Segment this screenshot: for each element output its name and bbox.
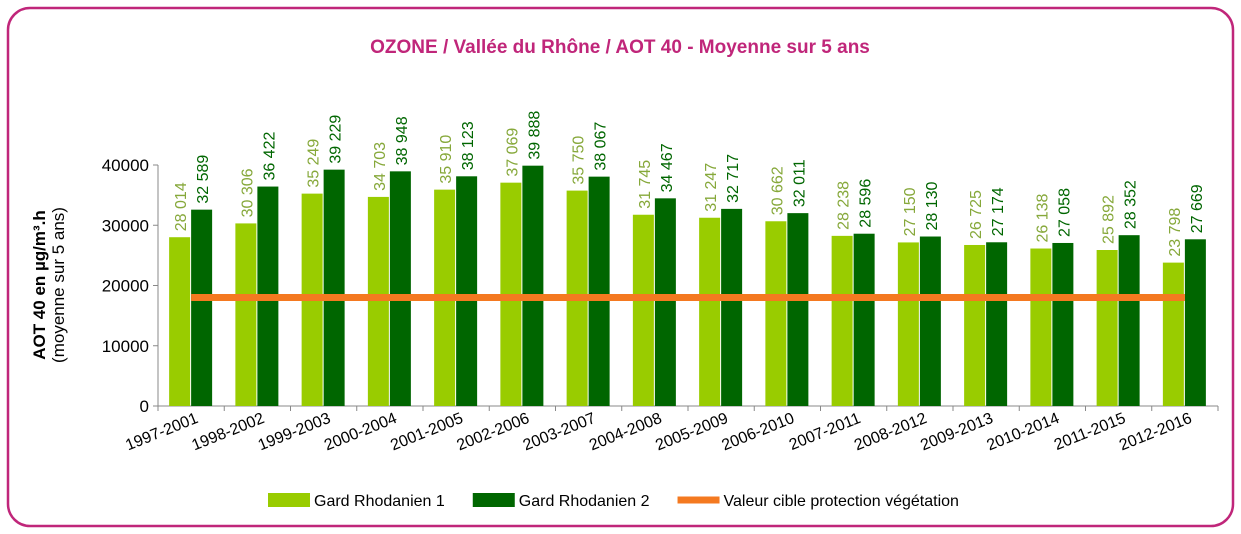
bar (654, 198, 676, 406)
bar (367, 196, 389, 406)
bar (632, 214, 654, 406)
value-label: 35 249 (306, 139, 323, 188)
bar (1184, 239, 1206, 406)
bar (191, 209, 213, 406)
bar (169, 237, 191, 406)
bar (1096, 250, 1118, 406)
value-label: 32 717 (725, 154, 742, 203)
bar (588, 176, 610, 406)
bar (1162, 262, 1184, 406)
value-label: 23 798 (1167, 208, 1184, 257)
bar (964, 244, 986, 406)
bar (831, 235, 853, 406)
legend-swatch (472, 493, 515, 507)
value-label: 26 138 (1034, 193, 1051, 242)
legend-label: Gard Rhodanien 2 (519, 493, 650, 510)
value-label: 25 892 (1101, 195, 1118, 244)
y-tick-label: 40000 (102, 156, 149, 175)
value-label: 28 238 (836, 181, 853, 230)
bar (986, 242, 1008, 406)
y-axis-sublabel: (moyenne sur 5 ans) (49, 207, 68, 363)
y-tick-label: 10000 (102, 337, 149, 356)
bar (1052, 242, 1074, 406)
value-label: 28 014 (173, 182, 190, 231)
y-label-group: AOT 40 en µg/m³.h (moyenne sur 5 ans) (30, 207, 68, 363)
y-axis-label: AOT 40 en µg/m³.h (30, 210, 49, 360)
value-label: 28 596 (858, 179, 875, 228)
value-label: 32 589 (195, 155, 212, 204)
value-label: 30 662 (769, 166, 786, 215)
value-label: 35 910 (438, 135, 455, 184)
bar (1030, 248, 1052, 406)
bar (919, 236, 941, 406)
legend-swatch (268, 493, 310, 507)
value-label: 26 725 (968, 190, 985, 239)
y-tick-label: 30000 (102, 216, 149, 235)
value-label: 38 067 (593, 122, 610, 171)
value-label: 37 069 (504, 128, 521, 177)
value-label: 27 150 (902, 187, 919, 236)
y-tick-label: 20000 (102, 277, 149, 296)
bar (389, 171, 411, 406)
value-label: 28 130 (924, 181, 941, 230)
value-label: 31 247 (703, 163, 720, 212)
bar (721, 208, 743, 406)
bar (522, 165, 544, 406)
value-label: 27 174 (990, 187, 1007, 236)
value-label: 28 352 (1123, 180, 1140, 229)
bar (699, 217, 721, 406)
value-label: 34 467 (659, 143, 676, 192)
bar (787, 213, 809, 406)
value-label: 32 011 (791, 159, 808, 207)
value-label: 35 750 (571, 136, 588, 185)
y-tick-label: 0 (140, 397, 149, 416)
value-label: 39 229 (328, 115, 345, 164)
value-label: 36 422 (261, 132, 278, 181)
value-label: 39 888 (526, 111, 543, 160)
bar (235, 223, 257, 406)
bar (1118, 235, 1140, 406)
bar (323, 169, 345, 406)
value-label: 38 123 (460, 121, 477, 170)
bar (853, 233, 875, 406)
value-label: 34 703 (372, 142, 389, 191)
legend-label: Gard Rhodanien 1 (314, 493, 445, 510)
value-label: 27 669 (1189, 184, 1206, 233)
bar (456, 176, 478, 406)
bar (765, 221, 787, 406)
chart-title: OZONE / Vallée du Rhône / AOT 40 - Moyen… (370, 37, 870, 58)
value-label: 38 948 (394, 116, 411, 165)
value-label: 27 058 (1056, 188, 1073, 237)
bar (897, 242, 919, 406)
legend-label: Valeur cible protection végétation (724, 493, 959, 510)
value-label: 30 306 (239, 168, 256, 217)
value-label: 31 745 (637, 160, 654, 209)
